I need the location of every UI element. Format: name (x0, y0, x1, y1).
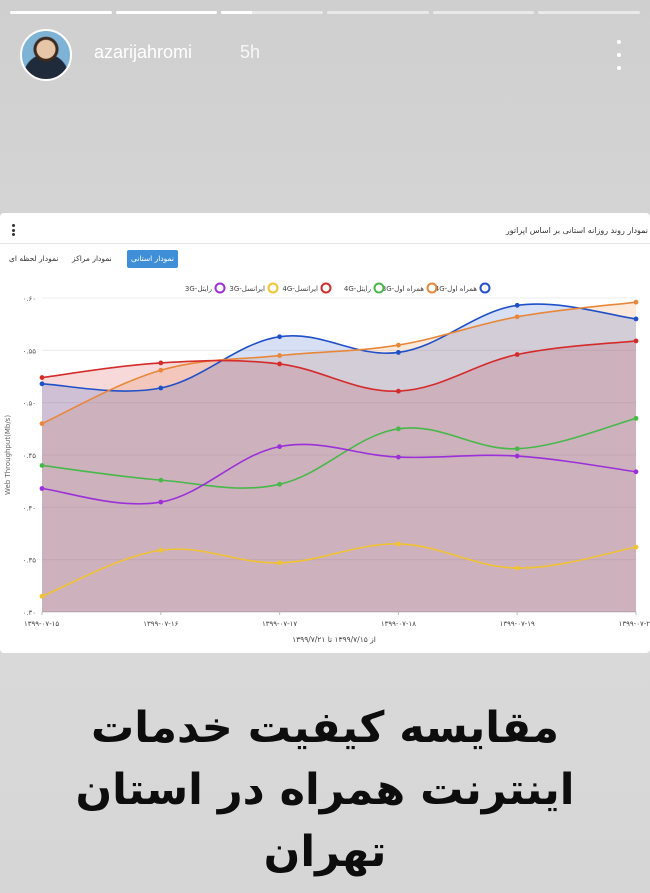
card-title: نمودار روند روزانه استانی بر اساس اپراتو… (505, 226, 648, 235)
series-area (42, 302, 636, 612)
avatar[interactable] (20, 29, 72, 81)
y-tick-label: ۰.۳۵ (22, 557, 36, 565)
y-axis-label: Web Throughput(Mb/s) (4, 415, 12, 495)
x-tick-label: ۱۳۹۹-۰۷-۱۷ (262, 620, 297, 628)
y-tick-label: ۰.۵۰ (22, 400, 36, 408)
data-point (39, 421, 45, 426)
data-point (633, 544, 639, 550)
y-tick-label: ۰.۶۰ (22, 295, 36, 303)
x-tick-label: ۱۳۹۹-۰۷-۱۵ (24, 620, 59, 628)
series-area (42, 304, 636, 612)
data-point (633, 299, 639, 305)
y-tick-label: ۰.۵۵ (22, 347, 36, 355)
story-progress-segment (432, 11, 535, 14)
legend-label: 4G-رایتل (344, 285, 371, 293)
data-point (633, 316, 639, 322)
story-progress-segment (10, 11, 112, 14)
data-point (277, 444, 282, 450)
tab-provincial-chart[interactable]: نمودار استانی (127, 250, 178, 268)
headline-line-1: مقایسه کیفیت خدمات (90, 703, 560, 753)
data-point (277, 361, 282, 367)
series-line (41, 543, 637, 598)
data-point (39, 375, 45, 380)
legend-label: 4G-ایرانسل (282, 285, 318, 293)
story-progress (10, 11, 641, 14)
data-point (514, 453, 520, 459)
tab-realtime-chart[interactable]: نمودار لحظه ای (9, 254, 59, 263)
x-tick-label: ۱۳۹۹-۰۷-۱۶ (143, 620, 178, 628)
series-line (41, 340, 637, 392)
chart: ۰.۳۰ ۰.۳۵ ۰.۴۰ ۰.۴۵ ۰.۵۰ ۰.۵۵ ۰.۶۰ ۱۳۹۹-۰۷-۱۵ ۱۳… (4, 282, 650, 644)
data-point (396, 350, 401, 355)
data-point (277, 481, 282, 487)
x-tick-label: ۱۳۹۹-۰۷-۱۹ (500, 620, 535, 628)
series-area (42, 340, 636, 612)
y-tick-label: ۰.۴۰ (22, 504, 36, 512)
card-divider (0, 243, 650, 244)
card-menu-icon[interactable] (12, 224, 16, 236)
legend-marker (373, 282, 385, 294)
more-options-icon[interactable] (612, 40, 626, 70)
data-point (158, 499, 164, 505)
data-point (633, 469, 639, 475)
time-ago: 5h (240, 42, 261, 62)
data-point (396, 426, 401, 432)
data-point (514, 302, 520, 308)
data-point (277, 334, 282, 340)
legend-marker (479, 282, 491, 294)
data-point (514, 352, 520, 357)
x-tick-label: ۱۳۹۹-۰۷-۱۸ (381, 620, 416, 628)
data-point (514, 314, 520, 320)
data-point (158, 360, 164, 366)
legend-marker (267, 282, 279, 294)
legend-label: 4G-همراه اول (435, 285, 478, 293)
series-line (41, 303, 637, 392)
headline-line-3: تهران (263, 827, 387, 877)
data-point (396, 454, 401, 460)
data-point (396, 342, 401, 348)
story-progress-segment (221, 11, 324, 14)
data-point (514, 446, 520, 452)
series-line (41, 443, 637, 505)
data-point (514, 565, 520, 571)
y-tick-label: ۰.۴۵ (22, 452, 36, 460)
data-point (39, 463, 45, 468)
legend-label: 3G-رایتل (185, 285, 212, 293)
x-tick-label: ۱۳۹۹-۰۷-۲ (619, 620, 650, 628)
legend-label: 3G-همراه اول (382, 285, 425, 293)
data-point (633, 415, 639, 421)
series-line (41, 301, 637, 425)
legend-marker (320, 282, 332, 294)
data-point (396, 388, 401, 394)
story-progress-segment (327, 11, 429, 14)
series-line (41, 417, 637, 489)
tab-centers-chart[interactable]: نمودار مراکز (72, 254, 112, 263)
data-point (396, 541, 401, 547)
headline-line-2: اینترنت همراه در استان (75, 765, 575, 815)
legend-label: 3G-ایرانسل (229, 285, 265, 293)
data-point (158, 477, 164, 483)
x-axis-label: از ۱۳۹۹/۷/۱۵ تا ۱۳۹۹/۷/۲۱ (292, 635, 376, 644)
story-progress-segment (115, 11, 218, 14)
y-tick-label: ۰.۳۰ (22, 609, 36, 617)
legend: 4G-همراه اول 3G-همراه اول 4G-رایتل 4G-ایران… (185, 282, 491, 294)
data-point (158, 385, 164, 391)
data-point (39, 593, 45, 599)
data-point (277, 353, 282, 358)
data-point (277, 560, 282, 566)
chart-card (0, 213, 650, 653)
story-progress-segment (538, 11, 641, 14)
data-point (39, 381, 45, 387)
data-point (39, 486, 45, 491)
data-point (158, 367, 164, 373)
data-point (633, 338, 639, 344)
username[interactable]: azarijahromi (94, 42, 193, 62)
data-point (158, 547, 164, 553)
legend-marker (426, 282, 438, 294)
legend-marker (214, 282, 226, 294)
